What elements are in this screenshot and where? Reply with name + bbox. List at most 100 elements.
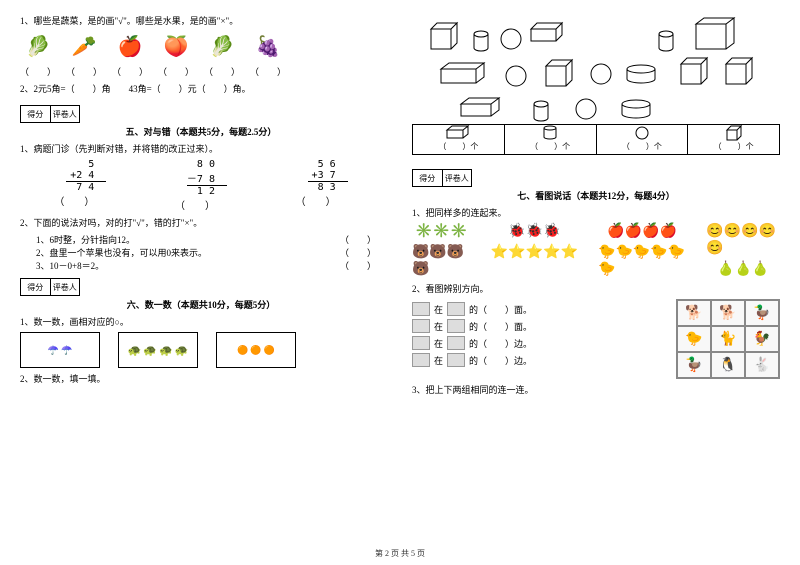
smile-icon: 😊😊😊😊😊 [706,223,780,257]
grader-label: 评卷人 [51,279,80,295]
grader-label: 评卷人 [443,170,472,186]
score-box: 得分 评卷人 [412,169,472,187]
q2-text: 2、2元5角=（ ）角 43角=（ ）元（ ）角。 [20,82,382,95]
grid-cell: 🐕 [677,300,711,326]
count-label: （ ）个 [530,142,570,151]
text: 的（ ）边。 [469,354,532,367]
match-col: 🐞🐞🐞 ⭐⭐⭐⭐⭐ [491,223,578,278]
match-col: 😊😊😊😊😊 🍐🍐🍐 [706,223,780,278]
paren: （ ） [112,65,148,78]
paren: （ ） [158,65,194,78]
match-grid: ✳️✳️✳️ 🐻🐻🐻🐻 🐞🐞🐞 ⭐⭐⭐⭐⭐ 🍎🍎🍎🍎 🐤🐤🐤🐤🐤🐤 😊😊😊😊😊 … [412,223,780,278]
animal-thumb [412,302,430,316]
text: 的（ ）面。 [469,303,532,316]
math-b: －7 8 [175,170,227,185]
match-col: ✳️✳️✳️ 🐻🐻🐻🐻 [412,223,471,278]
math-ans: 8 3 [296,182,348,193]
animal-thumb [412,353,430,367]
dir-line: 在 的（ ）边。 [412,353,666,367]
paren: （ ） [340,246,376,259]
paren: （ ） [20,65,56,78]
math-ans: 7 4 [54,182,106,193]
grid-cell: 🐓 [745,326,779,352]
math-b: +3 7 [296,170,348,181]
grid-cell: 🐈 [711,326,745,352]
paren-row: （ ） （ ） （ ） （ ） （ ） （ ） [20,65,382,78]
animal-thumb [447,336,465,350]
grid-cell: 🐕 [711,300,745,326]
bear-icon: 🐻🐻🐻🐻 [412,244,471,278]
text: 的（ ）面。 [469,320,532,333]
pear-icon: 🍐🍐🍐 [717,261,769,278]
shapes-svg [416,14,776,124]
paren: （ ） [296,193,348,208]
sparkle-icon: ✳️✳️✳️ [415,223,467,240]
right-column: （ ）个 （ ）个 （ ）个 （ ）个 得分 评卷人 七、看图说话（本题共12分… [412,10,780,400]
q1-text: 1、哪些是蔬菜，是的画"√"。哪些是水果，是的画"×"。 [20,14,382,27]
shapes-area [412,10,780,120]
s5-q1: 1、病题门诊（先判断对错，并将错的改正过来）。 [20,142,382,155]
tf-row: 1、6时整，分针指向12。 （ ） [30,233,382,246]
turtle-icon: 🐢 [175,344,189,357]
orange-icon: 🟠 [250,345,261,356]
count-box: ☂️ ☂️ [20,332,100,368]
turtle-icon: 🐢 [159,344,173,357]
umbrella-icon: ☂️ [61,345,72,356]
count-label: （ ）个 [438,142,478,151]
star-icon: ⭐⭐⭐⭐⭐ [491,244,578,261]
apple-icon: 🍎🍎🍎🍎 [607,223,677,240]
count-boxes: ☂️ ☂️ 🐢 🐢 🐢 🐢 🟠 🟠 🟠 [20,332,382,368]
section5-title: 五、对与错（本题共5分，每题2.5分） [20,125,382,138]
math-col: 5 6 +3 7 8 3 （ ） [296,159,348,212]
table-cell: （ ）个 [596,125,688,155]
score-label: 得分 [21,106,51,122]
table-cell: （ ）个 [504,125,596,155]
left-column: 1、哪些是蔬菜，是的画"√"。哪些是水果，是的画"×"。 🥬 🥕 🍎 🍑 🥬 🍇… [20,10,382,400]
math-a: 8 0 [175,159,227,170]
count-label: （ ）个 [622,142,662,151]
score-label: 得分 [21,279,51,295]
animal-thumb [447,319,465,333]
math-a: 5 [54,159,106,170]
paren: （ ） [66,65,102,78]
count-box: 🐢 🐢 🐢 🐢 [118,332,198,368]
paren: （ ） [204,65,240,78]
bug-icon: 🐞🐞🐞 [508,223,560,240]
s7-q2: 2、看图辨别方向。 [412,282,780,295]
tf-text: 3、10－0+8＝2。 [36,259,104,272]
paren: （ ） [54,193,106,208]
turtle-icon: 🐢 [143,344,157,357]
section7-title: 七、看图说话（本题共12分，每题4分） [412,189,780,202]
chick-icon: 🐤🐤🐤🐤🐤🐤 [598,244,686,278]
s7-q3: 3、把上下两组相同的连一连。 [412,383,780,396]
tf-text: 1、6时整，分针指向12。 [36,233,135,246]
text: 在 [434,337,443,350]
math-problems: 5 +2 4 7 4 （ ） 8 0 －7 8 1 2 （ ） 5 6 +3 7… [20,159,382,212]
animal-thumb [447,353,465,367]
grid-cell: 🐇 [745,352,779,378]
grid-cell: 🦆 [677,352,711,378]
dir-line: 在 的（ ）边。 [412,336,666,350]
math-a: 5 6 [296,159,348,170]
paren: （ ） [175,197,227,212]
veg-icon: 🥬 [20,31,56,61]
dir-line: 在 的（ ）面。 [412,302,666,316]
count-box: 🟠 🟠 🟠 [216,332,296,368]
table-cell: （ ）个 [413,125,505,155]
text: 的（ ）边。 [469,337,532,350]
orange-icon: 🟠 [237,345,248,356]
veg-icon: 🍇 [250,31,286,61]
text: 在 [434,354,443,367]
s5-q2: 2、下面的说法对吗，对的打"√"，错的打"×"。 [20,216,382,229]
paren: （ ） [340,233,376,246]
animal-grid: 🐕 🐕 🦆 🐤 🐈 🐓 🦆 🐧 🐇 [676,299,780,379]
grader-label: 评卷人 [51,106,80,122]
math-ans: 1 2 [175,186,227,197]
tf-row: 3、10－0+8＝2。 （ ） [30,259,382,272]
text: 在 [434,303,443,316]
score-label: 得分 [413,170,443,186]
match-col: 🍎🍎🍎🍎 🐤🐤🐤🐤🐤🐤 [598,223,686,278]
s6-q2: 2、数一数，填一填。 [20,372,382,385]
s7-q1: 1、把同样多的连起来。 [412,206,780,219]
animal-thumb [447,302,465,316]
